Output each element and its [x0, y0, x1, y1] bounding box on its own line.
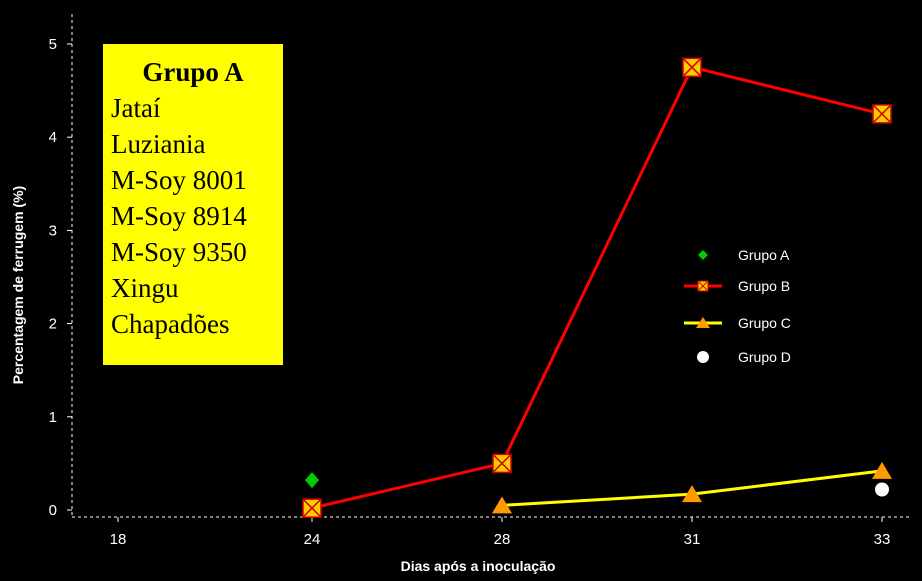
legend-item-grupo-b: Grupo B	[684, 278, 790, 294]
y-tick-label: 1	[49, 409, 57, 426]
annotation-item: M-Soy 8001	[111, 165, 247, 195]
y-axis-title: Percentagem de ferrugem (%)	[10, 186, 26, 384]
legend-marker	[696, 317, 710, 328]
grupo-b-series	[302, 57, 892, 518]
x-tick-label: 24	[304, 531, 321, 548]
legend-item-grupo-a: Grupo A	[698, 247, 790, 263]
x-axis-title: Dias após a inoculação	[401, 558, 556, 574]
legend-marker	[697, 280, 709, 292]
grupo-d-series	[875, 482, 889, 497]
legend-marker	[697, 351, 709, 363]
chart-legend: Grupo A Grupo B Grupo C Grupo D	[684, 247, 791, 365]
legend-item-grupo-d: Grupo D	[697, 349, 791, 365]
x-tick-label: 28	[494, 531, 511, 548]
annotation-item: Jataí	[111, 93, 161, 123]
legend-label: Grupo C	[738, 315, 791, 331]
y-tick-label: 2	[49, 316, 57, 333]
grupo-a-series	[305, 472, 319, 489]
grupo-b-line	[311, 65, 883, 510]
chart-series	[302, 57, 892, 518]
grupo-d-point	[875, 482, 889, 497]
grupo-c-series	[492, 461, 892, 514]
y-tick-label: 4	[49, 129, 57, 146]
x-tick-label: 31	[684, 531, 701, 548]
grupo-b-point	[872, 104, 892, 124]
annotation-item: M-Soy 9350	[111, 237, 247, 267]
legend-marker	[698, 250, 708, 260]
chart-axes: 0 1 2 3 4 5 18 24 28 31 33	[49, 14, 912, 548]
y-tick-label: 5	[49, 36, 57, 53]
legend-label: Grupo A	[738, 247, 790, 263]
legend-item-grupo-c: Grupo C	[684, 315, 791, 331]
x-tick-label: 33	[874, 531, 891, 548]
legend-label: Grupo B	[738, 278, 790, 294]
y-tick-label: 3	[49, 222, 57, 239]
annotation-title: Grupo A	[142, 57, 244, 87]
legend-label: Grupo D	[738, 349, 791, 365]
annotation-item: M-Soy 8914	[111, 201, 247, 231]
grupo-b-point	[302, 498, 322, 518]
annotation-item: Xingu	[111, 273, 179, 303]
annotation-item: Luziania	[111, 129, 206, 159]
x-tick-label: 18	[110, 531, 127, 548]
grupo-a-point	[305, 472, 319, 489]
grupo-c-point	[492, 496, 512, 514]
grupo-c-point	[872, 461, 892, 479]
annotation-item: Chapadões	[111, 309, 230, 339]
group-a-annotation-box: Grupo A Jataí Luziania M-Soy 8001 M-Soy …	[103, 44, 283, 365]
grupo-c-point	[682, 485, 702, 503]
y-tick-label: 0	[49, 502, 57, 519]
grupo-b-point	[682, 57, 702, 78]
grupo-b-point	[492, 453, 512, 474]
